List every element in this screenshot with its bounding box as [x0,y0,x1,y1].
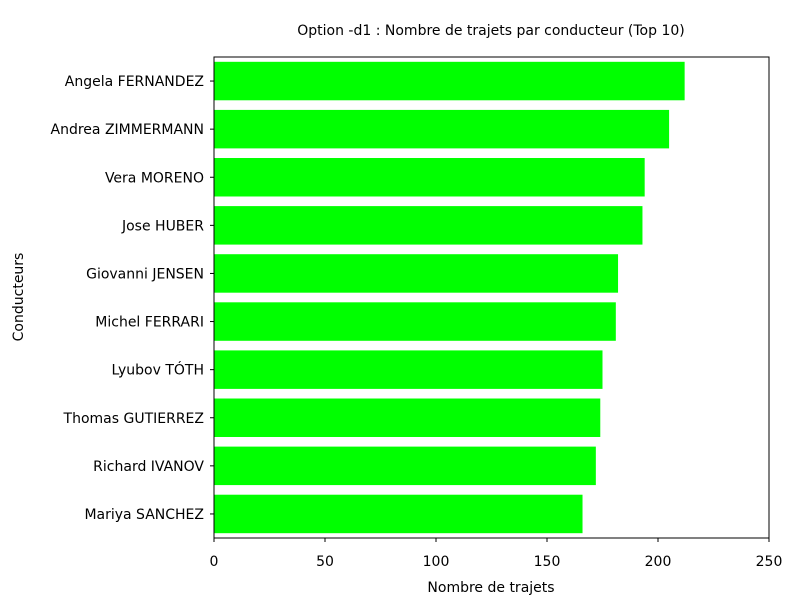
bar [214,158,645,197]
y-tick-label: Thomas GUTIERREZ [63,411,204,427]
x-axis-label: Nombre de trajets [427,580,554,596]
bars-group [214,61,685,534]
bar [214,350,603,389]
y-tick-label: Richard IVANOV [93,459,204,475]
y-tick-labels: Angela FERNANDEZ Andrea ZIMMERMANN Vera MO… [51,74,214,523]
y-tick-label: Lyubov TÓTH [111,361,204,379]
y-tick-label: Mariya SANCHEZ [84,507,204,523]
x-tick-labels: 0 50 100 150 200 250 [210,538,783,570]
bar [214,398,601,437]
plot-frame [213,56,770,539]
y-tick-label: Angela FERNANDEZ [65,74,204,90]
bar [214,254,619,293]
bar [214,109,670,149]
y-tick-label: Vera MORENO [105,170,204,186]
bar [214,446,596,486]
y-tick-label: Andrea ZIMMERMANN [51,122,204,138]
bar [214,61,685,101]
y-axis-label: Conducteurs [11,253,27,342]
x-tick-label: 200 [645,554,672,570]
x-tick-label: 0 [210,554,219,570]
x-tick-label: 250 [756,554,783,570]
y-tick-label: Jose HUBER [121,218,204,234]
y-tick-label: Michel FERRARI [95,315,204,331]
chart-title: Option -d1 : Nombre de trajets par condu… [297,23,684,39]
bar [214,206,643,245]
x-tick-label: 50 [316,554,334,570]
y-tick-label: Giovanni JENSEN [86,266,204,282]
x-tick-label: 100 [423,554,450,570]
bar [214,302,616,341]
x-tick-label: 150 [534,554,561,570]
bar [214,494,583,534]
